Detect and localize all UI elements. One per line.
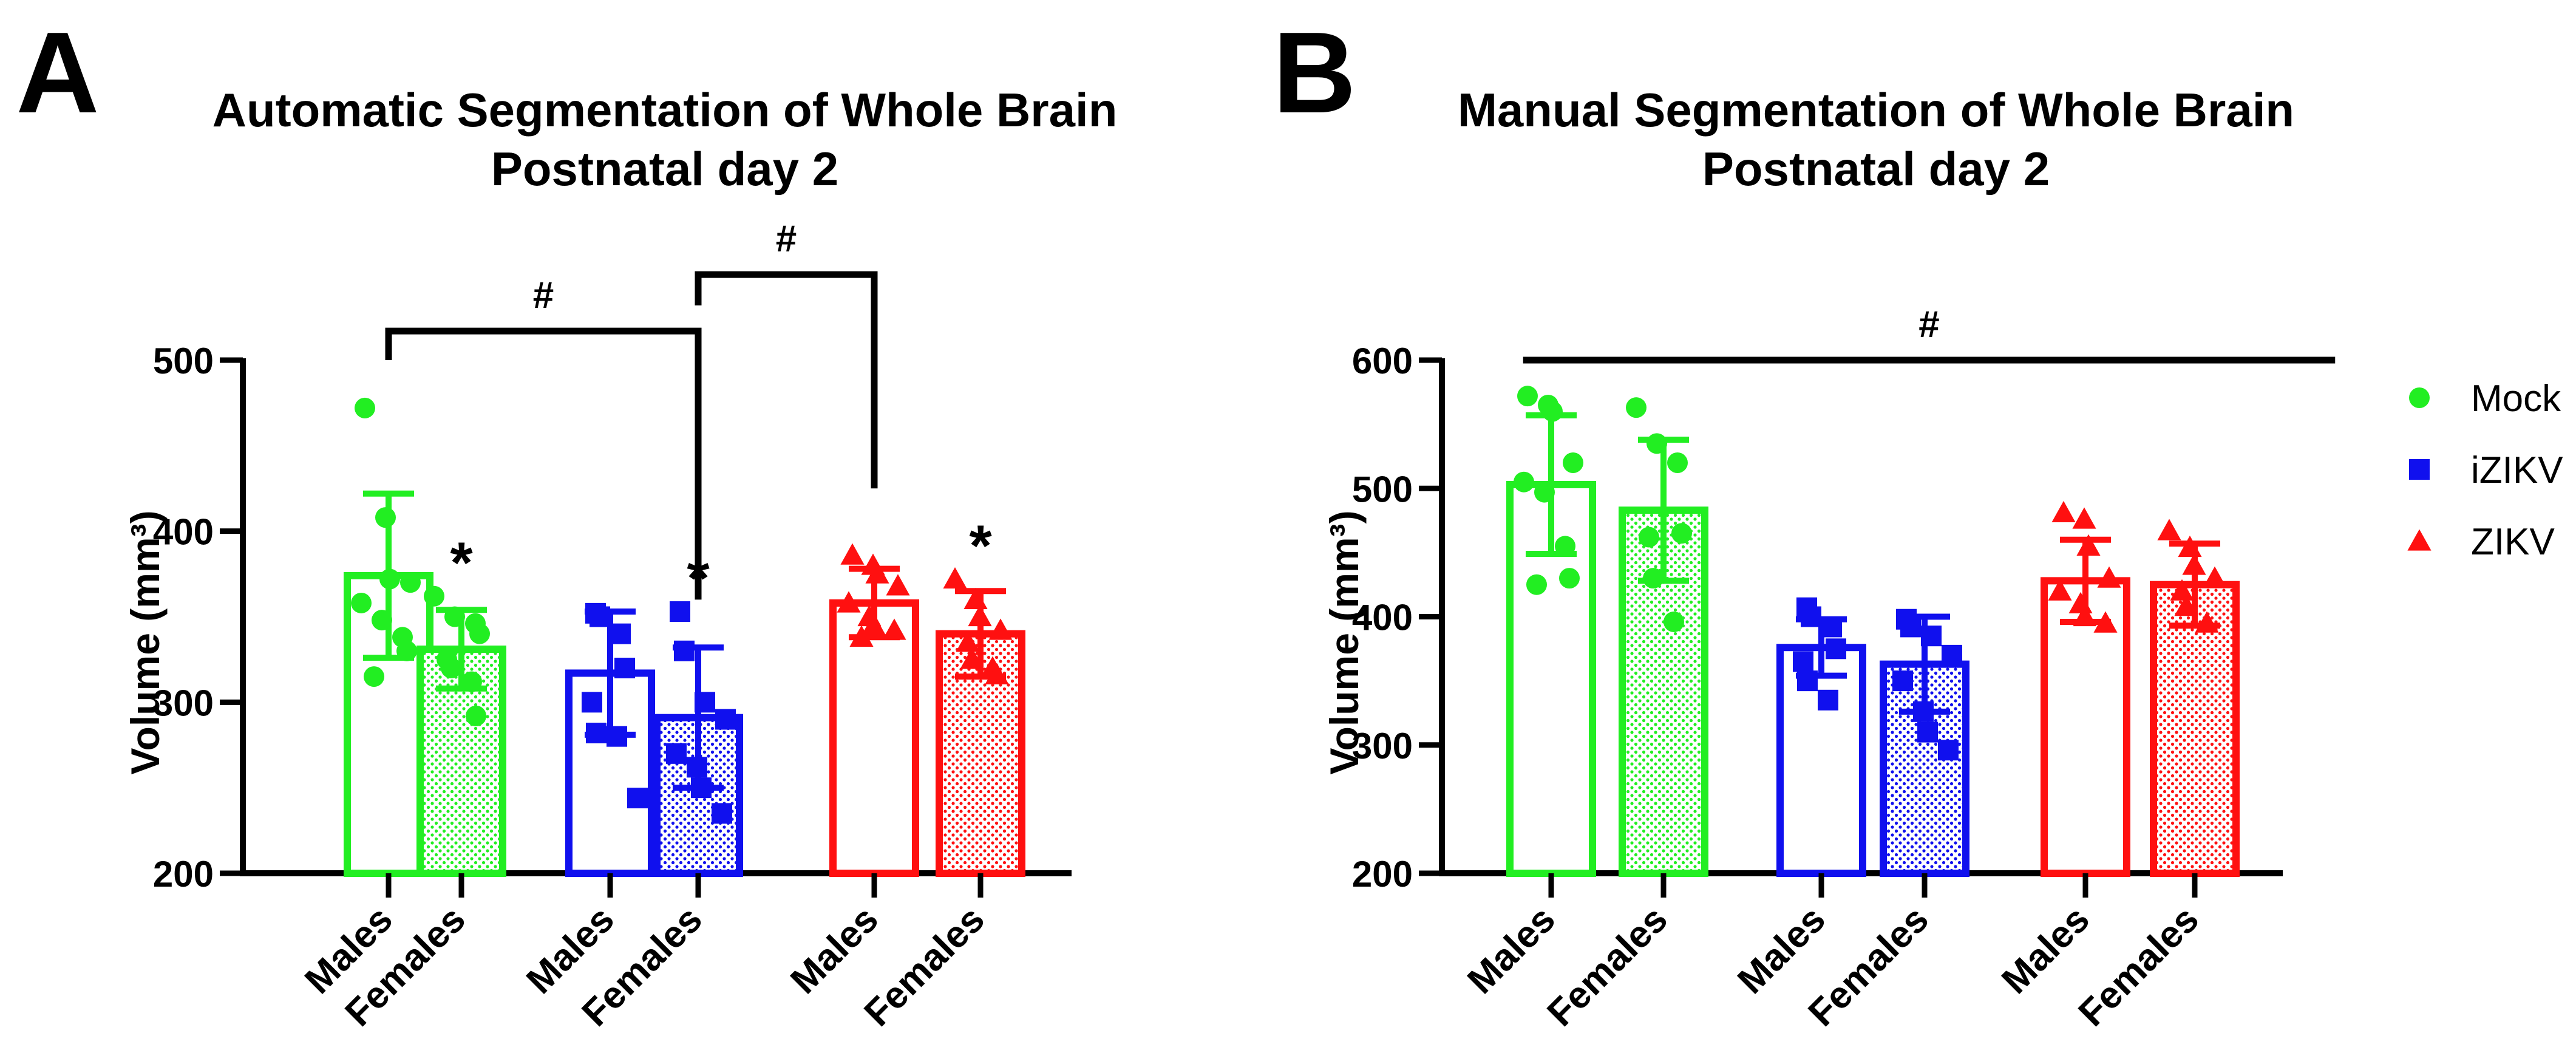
bar	[1880, 660, 1969, 877]
y-tick-label: 400	[1352, 598, 1413, 638]
data-point	[1563, 452, 1583, 473]
data-point	[715, 709, 736, 730]
panel-a: A Automatic Segmentation of Whole Brain …	[16, 9, 1117, 1034]
x-tick-label: Males	[1460, 898, 1563, 1002]
data-point	[400, 572, 421, 593]
data-point	[610, 623, 631, 644]
data-point	[355, 397, 375, 418]
data-point	[2072, 507, 2096, 529]
data-point	[1917, 721, 1938, 743]
data-point	[2097, 566, 2121, 588]
data-point	[424, 585, 444, 607]
legend-marker	[2409, 459, 2430, 480]
data-point	[1793, 651, 1813, 672]
y-axis-label: Volume (mm³)	[123, 510, 168, 774]
data-point	[1559, 568, 1580, 589]
data-point	[1667, 452, 1688, 473]
bar	[1776, 644, 1866, 877]
x-tick-label: Females	[1540, 898, 1676, 1034]
x-tick-label: Males	[1730, 898, 1833, 1002]
significance-label: #	[1918, 304, 1939, 346]
data-point	[614, 658, 635, 678]
y-tick-label: 500	[1352, 469, 1413, 510]
data-point	[943, 567, 967, 589]
data-point	[666, 743, 687, 764]
data-point	[1942, 644, 1962, 666]
data-point	[1900, 616, 1921, 638]
significance-star: *	[450, 531, 473, 596]
data-point	[2157, 519, 2181, 540]
y-axis-label: Volume (mm³)	[1322, 510, 1367, 774]
legend-marker	[2409, 387, 2430, 408]
data-point	[2048, 579, 2072, 601]
data-point	[469, 623, 490, 644]
data-point	[1514, 471, 1534, 493]
data-point	[840, 543, 865, 565]
y-tick-label: 300	[153, 683, 214, 723]
chart-title-line-2: Postnatal day 2	[1702, 142, 2050, 196]
data-point	[441, 658, 461, 678]
data-point	[988, 618, 1013, 640]
data-point	[1526, 574, 1547, 595]
data-point	[582, 692, 602, 713]
data-point	[466, 705, 486, 726]
data-point	[886, 574, 910, 596]
data-point	[2170, 579, 2194, 601]
legend-label: Mock	[2471, 378, 2561, 420]
legend-marker	[2407, 529, 2432, 551]
data-point	[1664, 611, 1684, 632]
chart-title-line-1: Manual Segmentation of Whole Brain	[1458, 83, 2294, 137]
legend-label: ZIKV	[2471, 521, 2555, 563]
data-point	[627, 788, 648, 809]
data-point	[1938, 740, 1959, 761]
data-point	[674, 640, 695, 661]
y-tick-label: 400	[153, 512, 214, 553]
significance-label: #	[533, 274, 554, 316]
data-point	[956, 630, 980, 652]
y-tick-label: 500	[153, 341, 214, 381]
data-point	[2203, 566, 2227, 588]
bar	[829, 599, 919, 877]
data-point	[1626, 397, 1647, 418]
panel-label: A	[16, 9, 99, 137]
y-tick-label: 200	[153, 854, 214, 895]
data-point	[1892, 670, 1913, 692]
significance-bracket	[385, 327, 702, 600]
significance-bracket	[695, 271, 878, 489]
y-tick-label: 600	[1352, 341, 1413, 381]
x-tick-label: Males	[1994, 898, 2098, 1002]
legend: Mock iZIKV ZIKV	[2407, 378, 2563, 563]
data-point	[837, 591, 861, 613]
y-tick-label: 200	[1352, 854, 1413, 895]
significance-star: *	[969, 514, 992, 579]
legend-label: iZIKV	[2471, 449, 2563, 491]
data-point	[1818, 689, 1838, 711]
data-point	[1639, 527, 1659, 548]
data-point	[670, 601, 690, 622]
data-point	[2051, 500, 2076, 523]
data-point	[712, 803, 732, 824]
x-tick-label: Males	[783, 898, 886, 1002]
data-point	[1517, 386, 1538, 407]
panel-b: B Manual Segmentation of Whole Brain Pos…	[1273, 9, 2336, 1034]
chart-title-line-2: Postnatal day 2	[491, 142, 838, 196]
data-point	[364, 666, 384, 687]
x-tick-label: Females	[2071, 898, 2207, 1034]
data-point	[351, 592, 372, 613]
significance-label: #	[776, 218, 797, 260]
chart-title-line-1: Automatic Segmentation of Whole Brain	[212, 83, 1118, 137]
data-point	[1671, 523, 1692, 544]
panel-label: B	[1273, 9, 1356, 137]
y-tick-label: 300	[1352, 726, 1413, 766]
data-point	[1826, 638, 1846, 660]
